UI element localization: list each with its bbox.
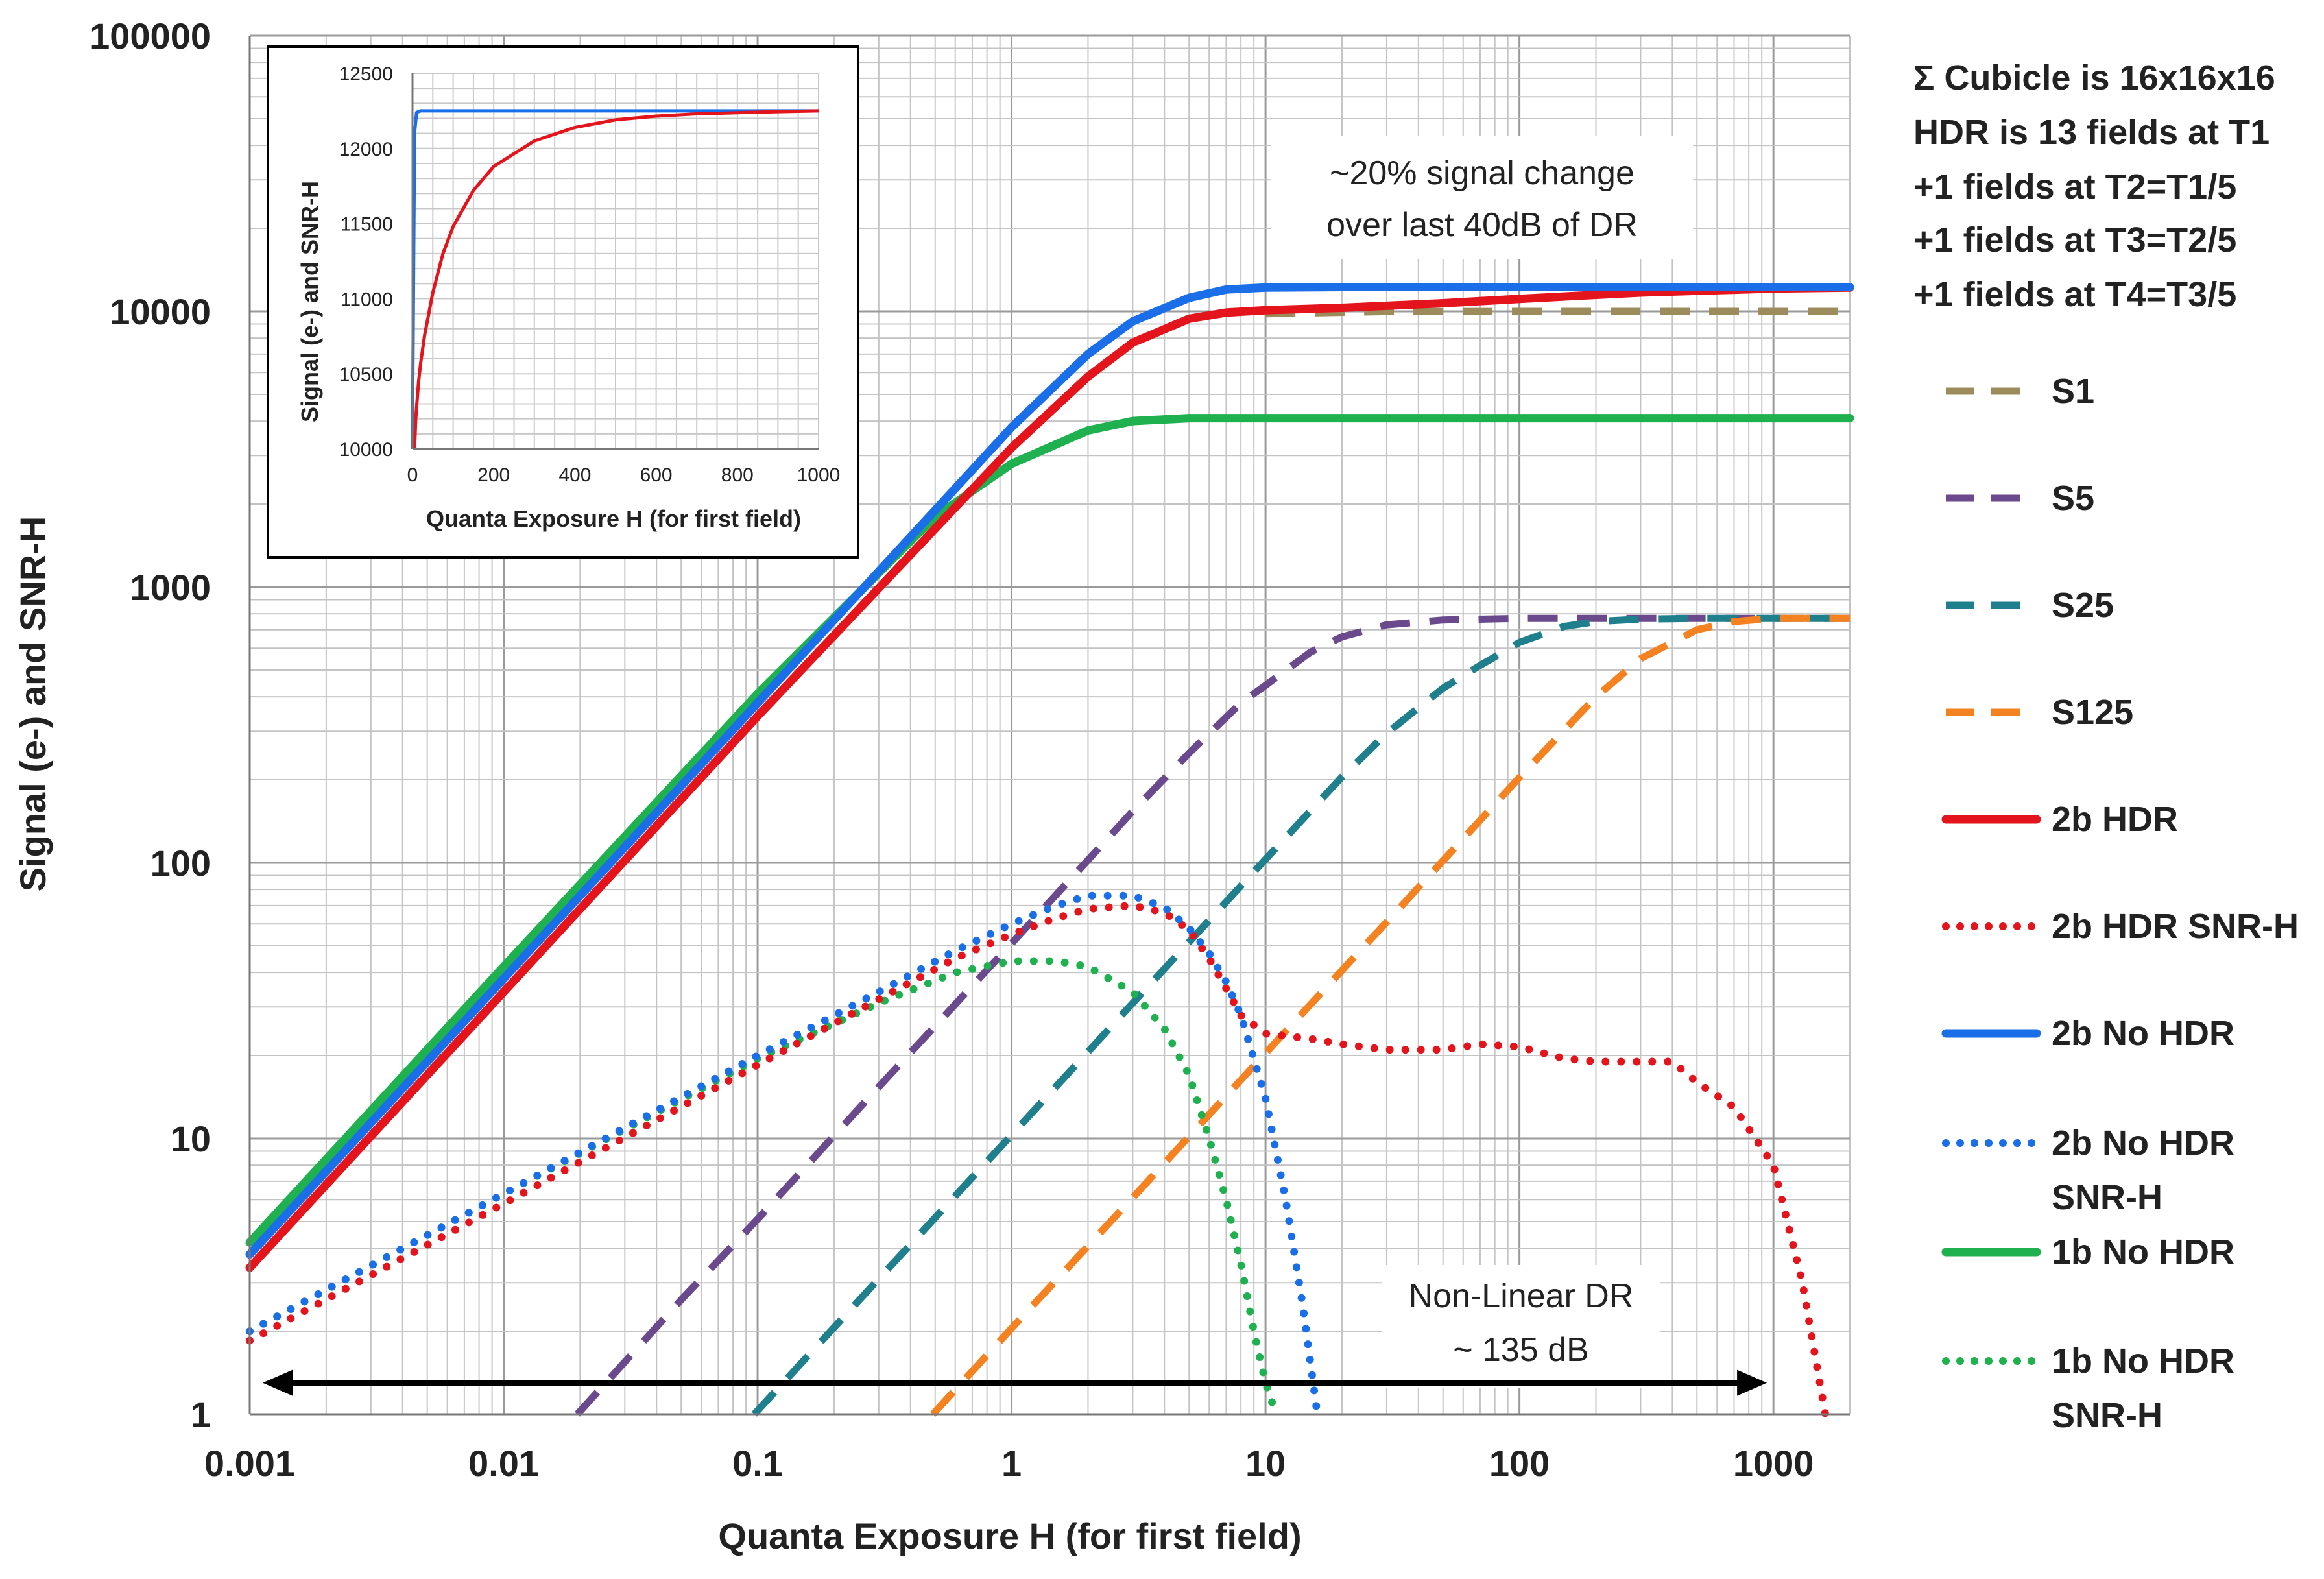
inset-chart: 0 200 400 600 800 1000 10000 10500 11000 11500 120… xyxy=(267,45,859,559)
inset-series-line-2b-hdr xyxy=(413,109,819,450)
legend-label-1b-no-hdr: 1b No HDR xyxy=(2052,1233,2234,1272)
series-line-1b-no-hdr-snr-h xyxy=(246,957,1280,1418)
x-tick-label: 1 xyxy=(1001,1443,1022,1484)
dynamic-range-arrow xyxy=(263,1369,1767,1396)
y-tick-label: 1000 xyxy=(130,567,211,608)
series-line-1b-no-hdr xyxy=(245,414,1854,1247)
x-axis-title: Quanta Exposure H (for first field) xyxy=(718,1515,1301,1556)
series-line-s1 xyxy=(1265,307,1850,318)
inset-grid xyxy=(412,73,819,450)
inset-axes: 0 200 400 600 800 1000 10000 10500 11000 11500 120… xyxy=(339,64,841,486)
legend-label-1b-no-hdr-snr-h: 1b No HDR xyxy=(2052,1342,2234,1380)
series-line-2b-hdr-snr-h xyxy=(246,901,1830,1418)
series-line-2b-no-hdr xyxy=(245,283,1854,1259)
info-line-t3: +1 fields at T3=T2/5 xyxy=(1913,221,2236,259)
inset-x-tick-label: 600 xyxy=(640,464,673,486)
x-tick-label: 100 xyxy=(1489,1443,1550,1484)
inset-series xyxy=(411,109,819,450)
x-tick-label: 1000 xyxy=(1733,1443,1814,1484)
series-line-2b-no-hdr-snr-h xyxy=(246,891,1321,1418)
dr-arrow-head-right xyxy=(1737,1369,1767,1396)
inset-x-tick-label: 1000 xyxy=(797,464,841,486)
legend-label-2b-no-hdr-snr-h: SNR-H xyxy=(2052,1178,2162,1217)
legend-label-s125: S125 xyxy=(2052,693,2133,732)
axes: 0.001 0.01 0.1 1 10 100 1000110100100010000100… xyxy=(90,16,1850,1484)
inset-y-tick-label: 10500 xyxy=(339,364,393,385)
inset-series-line-2b-no-hdr xyxy=(411,109,819,450)
dr-arrow-head-left xyxy=(263,1369,293,1396)
annotation-signal-line-1: ~20% signal change xyxy=(1330,154,1635,192)
x-tick-label: 0.01 xyxy=(468,1443,539,1484)
legend-label-s5: S5 xyxy=(2052,479,2094,518)
inset-x-tick-label: 200 xyxy=(477,464,510,486)
series-layer xyxy=(245,283,1854,1418)
inset-x-tick-label: 0 xyxy=(407,464,418,486)
info-line-t2: +1 fields at T2=T1/5 xyxy=(1913,167,2236,206)
annotation-signal-line-2: over last 40dB of DR xyxy=(1326,206,1638,244)
legend-label-2b-no-hdr-snr-h: 2b No HDR xyxy=(2052,1124,2234,1163)
info-line-t4: +1 fields at T4=T3/5 xyxy=(1913,275,2236,314)
y-tick-label: 10000 xyxy=(110,291,211,332)
legend-label-s25: S25 xyxy=(2052,586,2114,625)
legend: S1 S5 S25 S125 2b HDR 2b HDR SNR-H 2b No HDR 2b… xyxy=(1941,372,2299,1435)
series-line-2b-hdr xyxy=(245,283,1854,1272)
annotation-dynamic-range: Non-Linear DR ~ 135 dB xyxy=(1382,1265,1660,1388)
y-tick-label: 100000 xyxy=(90,16,211,56)
inset-x-tick-label: 800 xyxy=(721,464,754,486)
legend-label-s1: S1 xyxy=(2052,372,2094,411)
legend-label-2b-no-hdr: 2b No HDR xyxy=(2052,1014,2234,1053)
series-line-s5 xyxy=(575,614,1850,1417)
x-tick-label: 10 xyxy=(1245,1443,1286,1484)
legend-label-2b-hdr-snr-h: 2b HDR SNR-H xyxy=(2052,907,2299,946)
y-tick-label: 10 xyxy=(171,1118,211,1159)
legend-label-1b-no-hdr-snr-h: SNR-H xyxy=(2052,1396,2162,1435)
inset-y-tick-label: 12000 xyxy=(339,139,393,160)
y-axis-title: Signal (e-) and SNR-H xyxy=(12,516,53,892)
y-tick-label: 1 xyxy=(191,1394,211,1435)
info-line-cubicle: Σ Cubicle is 16x16x16 xyxy=(1913,58,2275,97)
annotation-dr-line-1: Non-Linear DR xyxy=(1409,1277,1634,1315)
y-tick-label: 100 xyxy=(150,843,211,884)
inset-y-tick-label: 11000 xyxy=(341,289,393,310)
annotation-dr-line-2: ~ 135 dB xyxy=(1453,1331,1589,1369)
inset-x-axis-title: Quanta Exposure H (for first field) xyxy=(426,505,801,532)
inset-y-tick-label: 12500 xyxy=(339,64,393,85)
annotation-signal-change: ~20% signal change over last 40dB of DR xyxy=(1271,136,1693,259)
inset-x-tick-label: 400 xyxy=(558,464,591,486)
x-tick-label: 0.001 xyxy=(204,1443,295,1484)
info-block: Σ Cubicle is 16x16x16 HDR is 13 fields a… xyxy=(1913,58,2275,314)
series-line-s25 xyxy=(751,614,1850,1417)
info-line-hdr: HDR is 13 fields at T1 xyxy=(1913,113,2270,152)
inset-y-tick-label: 11500 xyxy=(341,214,393,235)
x-tick-label: 0.1 xyxy=(732,1443,783,1484)
inset-y-tick-label: 10000 xyxy=(339,439,393,461)
inset-y-axis-title: Signal (e-) and SNR-H xyxy=(296,181,323,422)
legend-label-2b-hdr: 2b HDR xyxy=(2052,800,2178,839)
